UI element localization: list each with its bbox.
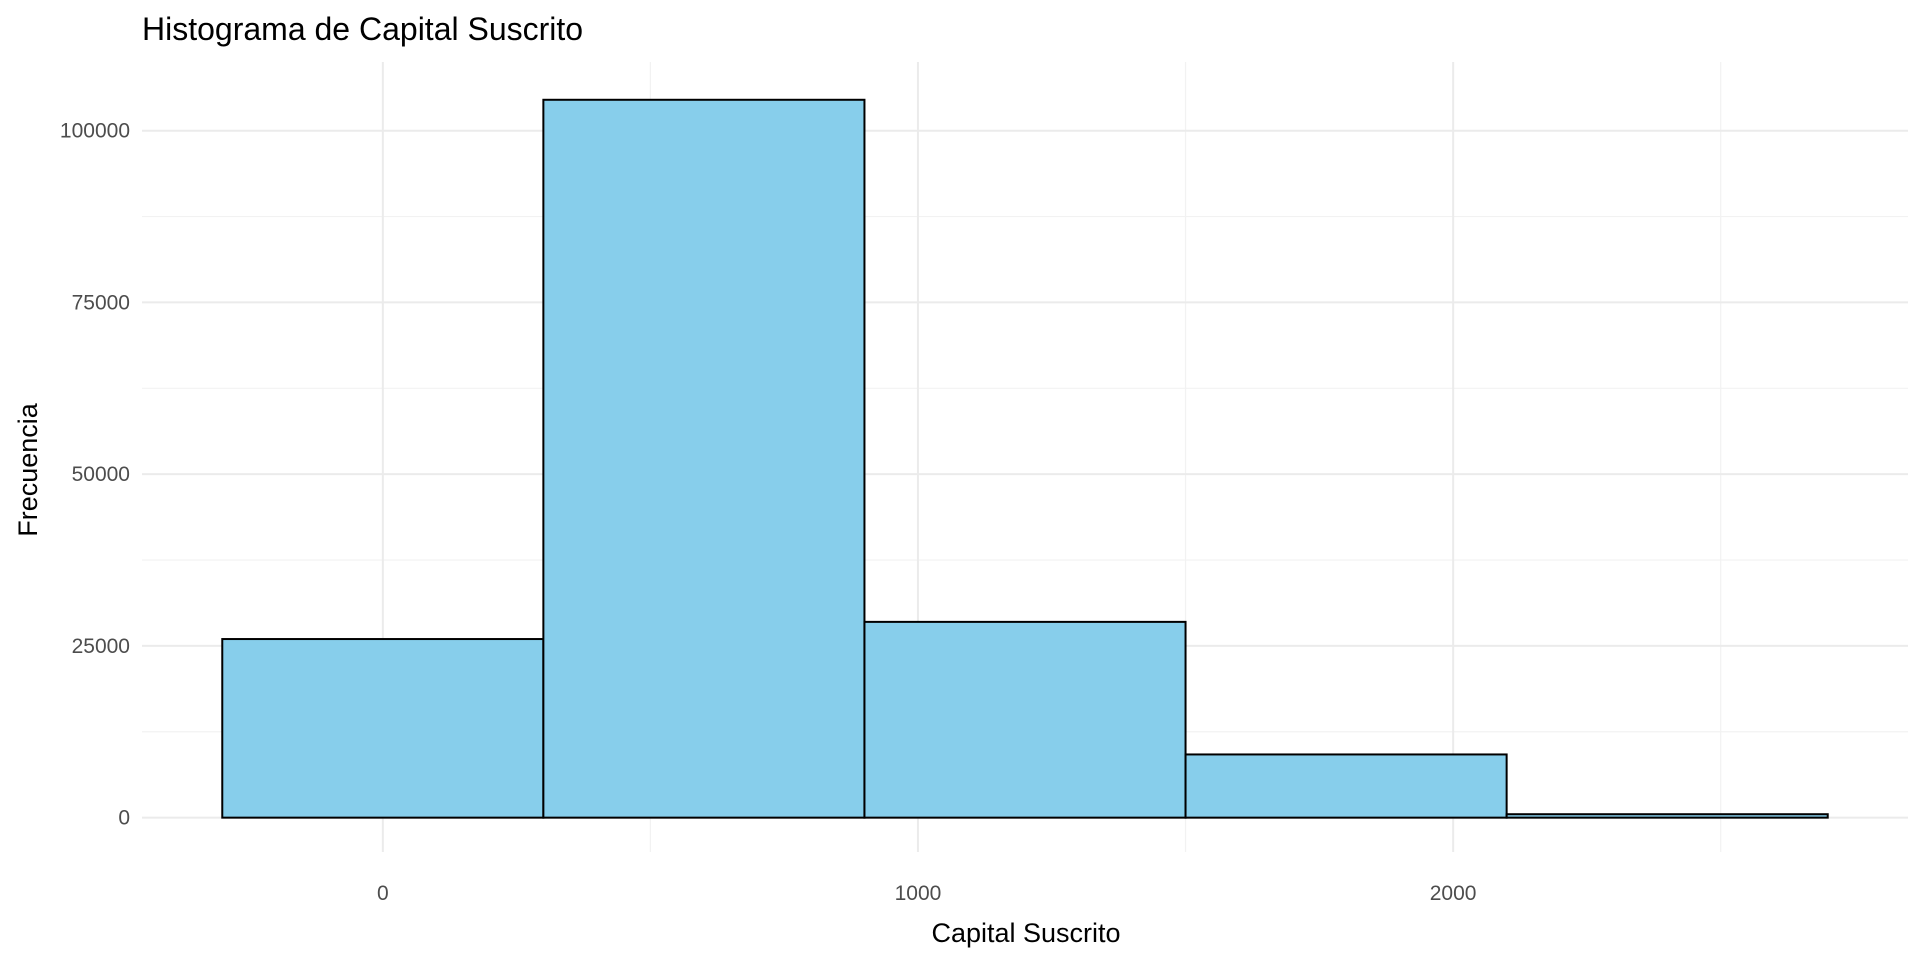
y-tick-label: 100000: [60, 120, 130, 143]
y-tick-label: 25000: [72, 635, 130, 658]
histogram-bar-0: [221, 638, 545, 819]
y-tick-label: 0: [118, 807, 130, 830]
x-axis-ticks: 0 1000 2000: [377, 882, 1477, 905]
y-tick-label: 75000: [72, 291, 130, 314]
x-tick-label: 1000: [895, 882, 942, 905]
y-tick-label: 50000: [72, 463, 130, 486]
histogram-bar-2: [863, 620, 1187, 819]
bars: [221, 98, 1829, 819]
x-tick-label: 2000: [1430, 882, 1477, 905]
y-axis-ticks: 0 25000 50000 75000 100000: [60, 120, 130, 830]
histogram-bar-1: [542, 98, 866, 819]
x-axis-title: Capital Suscrito: [931, 918, 1120, 948]
histogram-bar-3: [1184, 753, 1508, 819]
chart-title: Histograma de Capital Suscrito: [142, 11, 583, 47]
y-axis-title: Frecuencia: [13, 402, 43, 537]
histogram-bar-4: [1505, 813, 1829, 819]
x-tick-label: 0: [377, 882, 389, 905]
